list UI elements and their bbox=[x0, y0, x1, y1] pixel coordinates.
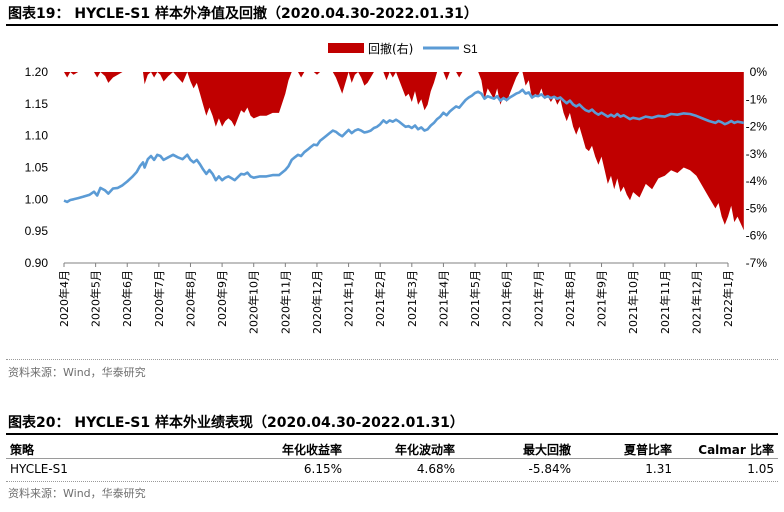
cell-sharpe-ratio: 1.31 bbox=[645, 462, 672, 476]
cell-annual-return: 6.15% bbox=[303, 462, 342, 476]
drawdown-area bbox=[64, 72, 744, 231]
y-right-tick-label: -7% bbox=[746, 256, 768, 270]
y-left-tick-label: 1.00 bbox=[25, 192, 49, 206]
y-left-tick-label: 0.95 bbox=[25, 224, 49, 238]
header-sharpe-ratio: 夏普比率 bbox=[623, 442, 672, 457]
x-tick-label: 2020年11月 bbox=[278, 270, 292, 334]
y-right-tick-label: -3% bbox=[746, 147, 768, 161]
x-tick-label: 2021年2月 bbox=[373, 270, 387, 327]
figure19-source: 资料来源：Wind，华泰研究 bbox=[8, 366, 146, 379]
y-left-tick-label: 1.10 bbox=[25, 129, 49, 143]
figure19-title: 图表19： HYCLE-S1 样本外净值及回撤（2020.04.30-2022.… bbox=[8, 6, 478, 22]
header-annual-volatility: 年化波动率 bbox=[394, 442, 455, 457]
cell-calmar-ratio: 1.05 bbox=[747, 462, 774, 476]
x-tick-label: 2021年6月 bbox=[500, 270, 514, 327]
x-tick-label: 2020年6月 bbox=[120, 270, 134, 327]
figure20-top-rule bbox=[6, 433, 778, 435]
table-header-row: 策略 年化收益率 年化波动率 最大回撤 夏普比率 Calmar 比率 bbox=[6, 440, 778, 459]
figure20-title: 图表20： HYCLE-S1 样本外业绩表现（2020.04.30-2022.0… bbox=[8, 415, 464, 431]
x-tick-label: 2020年4月 bbox=[57, 270, 71, 327]
y-right-tick-label: -2% bbox=[746, 120, 768, 134]
legend-label-drawdown: 回撤(右) bbox=[368, 41, 413, 56]
y-left-tick-label: 1.05 bbox=[25, 161, 49, 175]
legend-swatch-drawdown bbox=[328, 43, 364, 53]
y-left-tick-label: 1.20 bbox=[25, 65, 49, 79]
x-tick-label: 2022年1月 bbox=[721, 270, 735, 327]
chart-axes: 1.20 1.15 1.10 1.05 1.00 0.95 0.90 0% -1% -2% -3% -… bbox=[25, 65, 768, 334]
x-tick-label: 2021年11月 bbox=[658, 270, 672, 334]
x-tick-label: 2020年9月 bbox=[215, 270, 229, 327]
x-tick-label: 2020年7月 bbox=[152, 270, 166, 327]
x-tick-label: 2021年10月 bbox=[626, 270, 640, 334]
y-right-tick-label: -1% bbox=[746, 92, 768, 106]
nav-line bbox=[63, 88, 745, 204]
cell-strategy: HYCLE-S1 bbox=[10, 462, 68, 476]
performance-table: 策略 年化收益率 年化波动率 最大回撤 夏普比率 Calmar 比率 HYCLE… bbox=[6, 440, 778, 479]
y-left-tick-label: 1.15 bbox=[25, 97, 49, 111]
x-tick-label: 2021年1月 bbox=[342, 270, 356, 327]
cell-annual-volatility: 4.68% bbox=[416, 462, 455, 476]
figure20-bottom-rule bbox=[6, 481, 778, 482]
x-tick-label: 2020年10月 bbox=[247, 270, 261, 334]
chart-legend: 回撤(右) S1 bbox=[328, 41, 478, 56]
header-strategy: 策略 bbox=[10, 442, 35, 457]
figure20-source: 资料来源：Wind，华泰研究 bbox=[8, 487, 146, 500]
header-calmar-ratio: Calmar 比率 bbox=[698, 442, 774, 457]
table-row: HYCLE-S1 6.15% 4.68% -5.84% 1.31 1.05 bbox=[6, 459, 778, 480]
header-max-drawdown: 最大回撤 bbox=[522, 442, 571, 457]
y-right-tick-label: -5% bbox=[746, 201, 768, 215]
x-tick-label: 2021年4月 bbox=[436, 270, 450, 327]
y-left-tick-label: 0.90 bbox=[25, 256, 49, 270]
drawdown-area-layer bbox=[64, 72, 744, 231]
x-tick-label: 2021年5月 bbox=[468, 270, 482, 327]
x-tick-label: 2021年8月 bbox=[563, 270, 577, 327]
nav-line-layer bbox=[63, 88, 745, 204]
figure19-top-rule bbox=[6, 24, 778, 26]
legend-label-nav: S1 bbox=[463, 42, 478, 56]
header-annual-return: 年化收益率 bbox=[281, 442, 342, 457]
y-right-tick-label: 0% bbox=[750, 65, 768, 79]
cell-max-drawdown: -5.84% bbox=[528, 462, 571, 476]
x-tick-label: 2021年3月 bbox=[405, 270, 419, 327]
y-right-tick-label: -4% bbox=[746, 174, 768, 188]
x-tick-label: 2020年5月 bbox=[89, 270, 103, 327]
x-tick-label: 2021年9月 bbox=[595, 270, 609, 327]
figure19-bottom-rule bbox=[6, 359, 778, 360]
x-tick-label: 2021年7月 bbox=[531, 270, 545, 327]
x-tick-label: 2020年8月 bbox=[184, 270, 198, 327]
nav-drawdown-chart: 1.20 1.15 1.10 1.05 1.00 0.95 0.90 0% -1% -2% -3% -… bbox=[25, 41, 768, 334]
x-tick-label: 2020年12月 bbox=[310, 270, 324, 334]
x-tick-label: 2021年12月 bbox=[689, 270, 703, 334]
y-right-tick-label: -6% bbox=[746, 229, 768, 243]
